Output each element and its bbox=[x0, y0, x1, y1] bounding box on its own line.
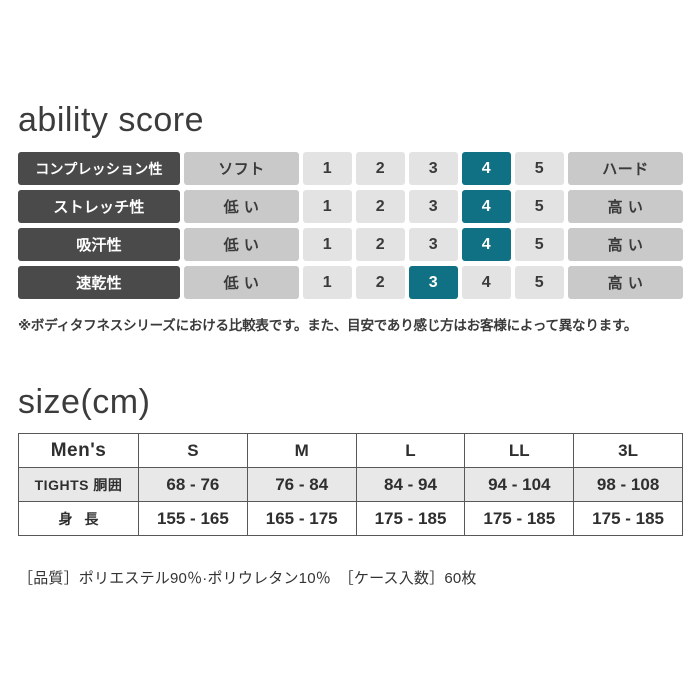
size-row-label-waist: TIGHTS 胴囲 bbox=[18, 467, 139, 502]
ability-row-label: 吸汗性 bbox=[18, 228, 180, 261]
ability-low-label: 低 い bbox=[184, 266, 299, 299]
ability-row-label: コンプレッション性 bbox=[18, 152, 180, 185]
size-column-header-s: S bbox=[138, 433, 248, 468]
size-cell-waist-l: 84 - 94 bbox=[355, 467, 466, 502]
size-cell-height-s: 155 - 165 bbox=[138, 501, 248, 536]
ability-score-cell-3-selected[interactable]: 3 bbox=[409, 266, 458, 299]
size-column-header-ll: LL bbox=[464, 433, 575, 468]
ability-score-cell-1[interactable]: 1 bbox=[303, 228, 352, 261]
ability-row-stretch: ストレッチ性 低 い 1 2 3 4 5 高 い bbox=[18, 190, 683, 223]
ability-score-cell-3[interactable]: 3 bbox=[409, 228, 458, 261]
size-column-header-l: L bbox=[355, 433, 466, 468]
size-cell-height-ll: 175 - 185 bbox=[464, 501, 575, 536]
ability-high-label: ハード bbox=[568, 152, 683, 185]
ability-row-compression: コンプレッション性 ソフト 1 2 3 4 5 ハード bbox=[18, 152, 683, 185]
ability-score-cell-5[interactable]: 5 bbox=[515, 266, 564, 299]
ability-score-cell-1[interactable]: 1 bbox=[303, 266, 352, 299]
size-cell-height-l: 175 - 185 bbox=[355, 501, 466, 536]
ability-score-cell-3[interactable]: 3 bbox=[409, 152, 458, 185]
ability-score-cell-5[interactable]: 5 bbox=[515, 228, 564, 261]
ability-score-cell-2[interactable]: 2 bbox=[356, 266, 405, 299]
ability-score-table: コンプレッション性 ソフト 1 2 3 4 5 ハード ストレッチ性 低 い 1… bbox=[18, 152, 683, 299]
size-chart-table: Men's S M L LL 3L TIGHTS 胴囲 68 - 76 76 -… bbox=[18, 433, 683, 536]
ability-score-cell-4-selected[interactable]: 4 bbox=[462, 152, 511, 185]
ability-score-cell-4[interactable]: 4 bbox=[462, 266, 511, 299]
ability-score-cell-2[interactable]: 2 bbox=[356, 152, 405, 185]
size-cell-waist-m: 76 - 84 bbox=[246, 467, 357, 502]
size-row-waist: TIGHTS 胴囲 68 - 76 76 - 84 84 - 94 94 - 1… bbox=[18, 467, 683, 502]
size-corner-label: Men's bbox=[18, 433, 139, 468]
ability-score-cell-3[interactable]: 3 bbox=[409, 190, 458, 223]
ability-high-label: 高 い bbox=[568, 266, 683, 299]
ability-score-note: ※ボディタフネスシリーズにおける比較表です。また、目安であり感じ方はお客様によっ… bbox=[18, 318, 638, 333]
ability-low-label: 低 い bbox=[184, 228, 299, 261]
ability-score-cell-5[interactable]: 5 bbox=[515, 190, 564, 223]
material-and-case-spec: ［品質］ポリエステル90％·ポリウレタン10％ ［ケース入数］60枚 bbox=[18, 570, 477, 587]
ability-row-sweat-absorption: 吸汗性 低 い 1 2 3 4 5 高 い bbox=[18, 228, 683, 261]
ability-row-label: ストレッチ性 bbox=[18, 190, 180, 223]
ability-low-label: ソフト bbox=[184, 152, 299, 185]
ability-score-cell-1[interactable]: 1 bbox=[303, 152, 352, 185]
ability-score-cell-2[interactable]: 2 bbox=[356, 190, 405, 223]
size-row-label-height: 身 長 bbox=[18, 501, 139, 536]
size-cell-waist-3l: 98 - 108 bbox=[573, 467, 683, 502]
size-title-text: size bbox=[18, 383, 81, 421]
size-cell-height-m: 165 - 175 bbox=[246, 501, 357, 536]
ability-row-label: 速乾性 bbox=[18, 266, 180, 299]
ability-score-cell-5[interactable]: 5 bbox=[515, 152, 564, 185]
ability-score-cell-2[interactable]: 2 bbox=[356, 228, 405, 261]
size-title: size(cm) bbox=[18, 385, 150, 419]
ability-high-label: 高 い bbox=[568, 190, 683, 223]
ability-score-title-text: ability score bbox=[18, 101, 205, 139]
ability-high-label: 高 い bbox=[568, 228, 683, 261]
size-unit-label: (cm) bbox=[80, 383, 151, 421]
size-column-header-m: M bbox=[246, 433, 357, 468]
size-header-row: Men's S M L LL 3L bbox=[18, 433, 683, 468]
ability-score-title: ability score bbox=[18, 103, 204, 137]
ability-row-quick-dry: 速乾性 低 い 1 2 3 4 5 高 い bbox=[18, 266, 683, 299]
size-cell-waist-ll: 94 - 104 bbox=[464, 467, 575, 502]
ability-score-cell-4-selected[interactable]: 4 bbox=[462, 190, 511, 223]
ability-score-cell-4-selected[interactable]: 4 bbox=[462, 228, 511, 261]
size-row-height: 身 長 155 - 165 165 - 175 175 - 185 175 - … bbox=[18, 501, 683, 536]
size-cell-height-3l: 175 - 185 bbox=[573, 501, 683, 536]
size-column-header-3l: 3L bbox=[573, 433, 683, 468]
size-cell-waist-s: 68 - 76 bbox=[138, 467, 248, 502]
ability-score-cell-1[interactable]: 1 bbox=[303, 190, 352, 223]
ability-low-label: 低 い bbox=[184, 190, 299, 223]
